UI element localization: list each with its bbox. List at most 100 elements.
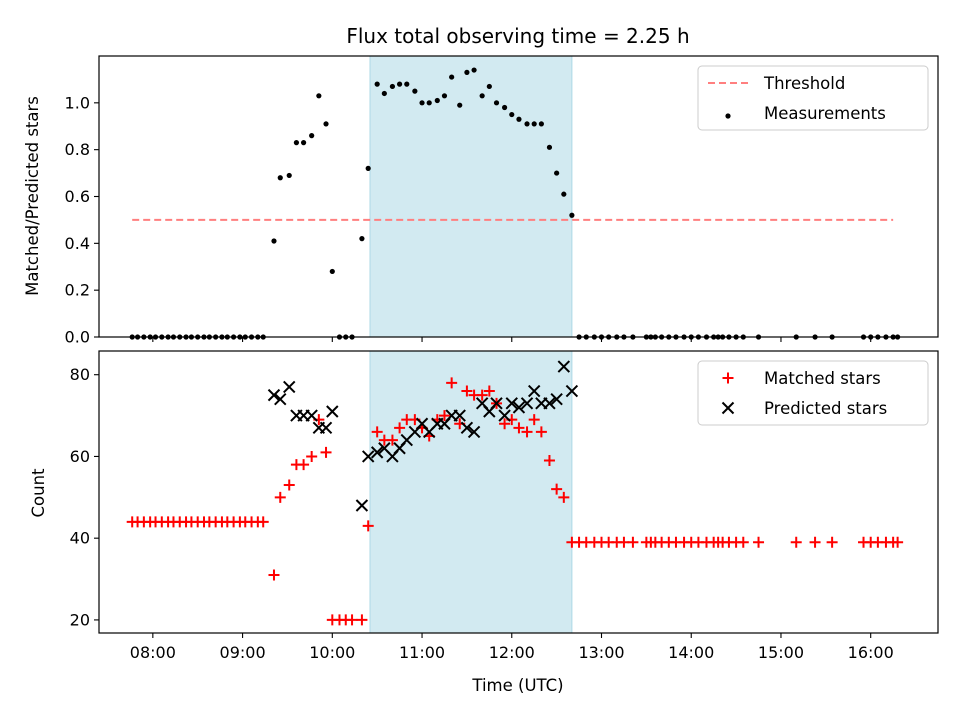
measurements-point (531, 121, 537, 127)
matched-stars-point (790, 536, 802, 548)
measurements-point (381, 90, 387, 97)
matched-stars-point (737, 536, 749, 548)
count-panel: 20 40 60 80 08:00 09:00 10:00 11:00 12:00 13:00 14… (70, 350, 939, 662)
measurements-point (554, 170, 560, 176)
measurements-point (300, 140, 307, 146)
y-tick-label: 1.0 (65, 93, 90, 112)
legend-label: Threshold (763, 74, 845, 93)
matched-stars-point (394, 422, 406, 434)
matched-stars-point (476, 389, 488, 401)
predicted-stars-point (490, 397, 503, 410)
predicted-stars-point (283, 380, 296, 394)
matched-stars-point (283, 479, 295, 491)
measurements-point (365, 165, 371, 171)
measurements-point (271, 238, 277, 244)
matched-stars-point (346, 614, 358, 626)
matched-stars-point (356, 614, 368, 626)
x-axis-label: Time (UTC) (471, 676, 563, 695)
predicted-stars-point (543, 397, 556, 410)
matched-stars-point (371, 426, 383, 438)
measurements-point (471, 67, 477, 73)
figure-title: Flux total observing time = 2.25 h (346, 24, 689, 48)
legend-predicted-swatch (721, 401, 735, 415)
y-tick-label: 80 (70, 365, 90, 384)
x-tick-label: 08:00 (130, 643, 176, 662)
top-y-axis-label: Matched/Predicted stars (23, 96, 42, 296)
predicted-stars-point (512, 401, 526, 414)
predicted-stars-point (520, 397, 534, 410)
measurements-point (286, 172, 292, 179)
matched-stars-point (274, 491, 286, 503)
y-tick-label: 0.6 (65, 187, 90, 206)
legend-box (697, 360, 929, 426)
predicted-stars-point (557, 360, 571, 373)
measurements-point (546, 144, 553, 150)
matched-stars-point (753, 536, 765, 548)
matched-stars-point (257, 516, 269, 528)
measurements-point (374, 81, 380, 87)
matched-stars-point (446, 377, 458, 389)
predicted-stars-point (565, 384, 579, 398)
matched-stars-point (320, 446, 332, 458)
measurements-point (501, 104, 508, 111)
x-tick-label: 10:00 (309, 643, 355, 662)
matched-stars-point (551, 483, 563, 495)
measurements-point (404, 81, 410, 87)
predicted-stars-point (505, 397, 518, 410)
measurements-point (457, 102, 463, 108)
legend-label: Measurements (764, 104, 886, 123)
predicted-stars-point (305, 409, 318, 422)
matched-stars-point (558, 491, 570, 503)
measurements-point (419, 100, 425, 106)
measurements-point (524, 121, 530, 127)
legend-label: Matched stars (764, 369, 881, 388)
y-tick-label: 0.8 (65, 140, 90, 159)
measurements-point (426, 100, 432, 106)
measurements-point (389, 83, 396, 90)
y-tick-label: 0.4 (65, 234, 90, 253)
matched-stars-point (627, 536, 639, 548)
measurements-point (561, 191, 567, 197)
x-tick-label: 11:00 (399, 643, 445, 662)
measurements-point (277, 175, 283, 181)
measurements-point (449, 74, 455, 80)
measurements-point (493, 100, 500, 106)
measurements-point (516, 116, 522, 122)
predicted-stars-point (453, 409, 466, 422)
measurements-point (329, 268, 335, 275)
measurements-point (309, 133, 315, 139)
measurements-point (509, 111, 515, 118)
measurements-point (441, 93, 448, 99)
y-tick-label: 40 (70, 529, 90, 548)
observing-window (369, 55, 573, 338)
measurements-point (464, 69, 470, 75)
x-tick-label: 12:00 (489, 643, 535, 662)
x-tick-label: 16:00 (848, 643, 894, 662)
measurements-point (538, 121, 544, 127)
measurements-point (486, 83, 492, 90)
matched-stars-point (306, 450, 318, 462)
legend-box (697, 65, 929, 131)
predicted-stars-point (274, 393, 287, 406)
predicted-stars-point (326, 405, 339, 418)
legend-label: Predicted stars (764, 399, 887, 418)
y-tick-label: 20 (70, 610, 90, 629)
y-tick-label: 60 (70, 447, 90, 466)
predicted-stars-point (355, 499, 369, 512)
matched-stars-point (809, 536, 821, 548)
measurements-point (412, 88, 418, 94)
legend-matched-swatch (722, 372, 734, 384)
matched-stars-point (298, 459, 310, 471)
matched-stars-point (483, 385, 495, 397)
observing-window (369, 350, 573, 634)
x-tick-label: 09:00 (220, 643, 266, 662)
predicted-stars-point (319, 421, 333, 435)
x-tick-label: 13:00 (578, 643, 624, 662)
predicted-stars-point (498, 409, 511, 422)
predicted-stars-point (527, 384, 541, 398)
x-tick-label: 15:00 (758, 643, 804, 662)
predicted-stars-point (370, 446, 384, 459)
measurements-point (397, 81, 403, 87)
matched-stars-point (543, 455, 555, 467)
